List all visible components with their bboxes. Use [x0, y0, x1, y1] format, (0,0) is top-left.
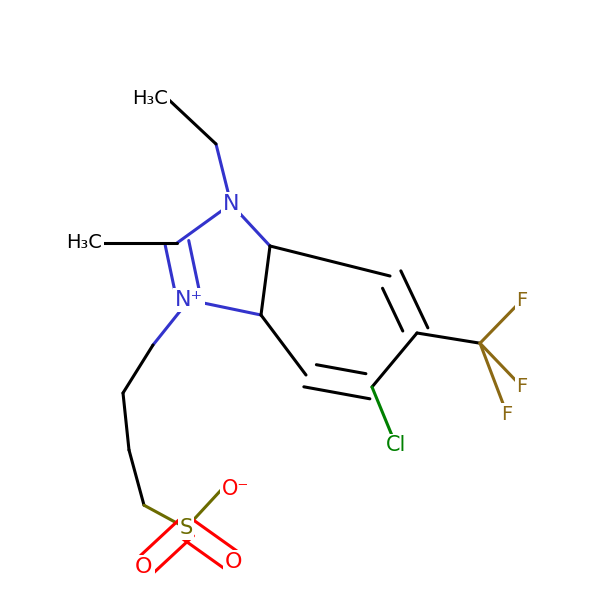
- Text: Cl: Cl: [386, 435, 406, 455]
- Text: F: F: [517, 377, 527, 397]
- Text: H₃C: H₃C: [132, 89, 168, 109]
- Text: F: F: [517, 290, 527, 310]
- Text: O⁻: O⁻: [222, 479, 250, 499]
- Text: N⁺: N⁺: [175, 290, 203, 310]
- Text: S: S: [179, 518, 193, 538]
- Text: H₃C: H₃C: [66, 233, 102, 253]
- Text: O: O: [225, 552, 243, 572]
- Text: O: O: [135, 557, 153, 577]
- Text: N: N: [223, 194, 239, 214]
- Text: F: F: [502, 404, 512, 424]
